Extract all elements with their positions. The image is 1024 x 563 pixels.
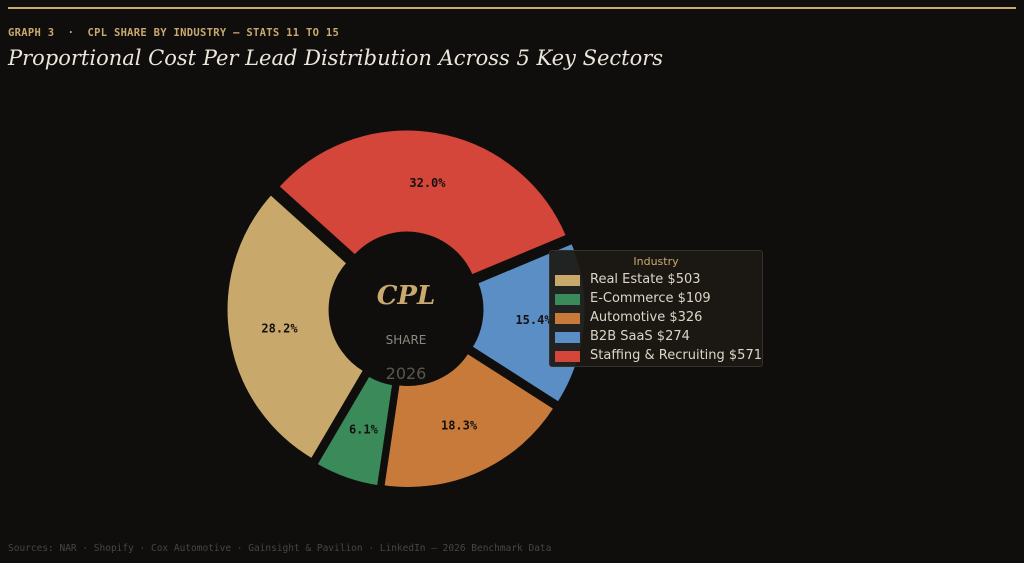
- center-subtitle: SHARE: [386, 333, 427, 347]
- donut-slice-e-commerce: [313, 372, 396, 489]
- legend-label: Real Estate $503: [590, 272, 701, 287]
- slice-percent-label: 28.2%: [261, 322, 298, 336]
- slice-percent-label: 18.3%: [441, 418, 478, 432]
- donut-slice-automotive: [381, 350, 558, 490]
- slice-group: [224, 127, 588, 490]
- legend-title: Industry: [633, 255, 679, 268]
- slice-percent-label: 32.0%: [409, 176, 446, 190]
- slice-label-group: 28.2% 6.1% 18.3% 15.4% 32.0%: [261, 176, 552, 437]
- slice-percent-label: 15.4%: [515, 313, 552, 327]
- legend-swatch: [555, 313, 580, 324]
- center-year: 2026: [386, 364, 427, 383]
- chart-title: Proportional Cost Per Lead Distribution …: [8, 46, 664, 70]
- donut-slice-staffing-recruiting: [275, 127, 570, 279]
- legend-swatch: [555, 351, 580, 362]
- legend-swatch: [555, 275, 580, 286]
- legend-swatch: [555, 294, 580, 305]
- footer-sources: Sources: NAR · Shopify · Cox Automotive …: [8, 543, 552, 554]
- slice-percent-label: 6.1%: [349, 423, 379, 437]
- legend-swatch: [555, 332, 580, 343]
- graph-kicker: GRAPH 3 · CPL SHARE BY INDUSTRY — STATS …: [8, 27, 340, 39]
- legend-label: B2B SaaS $274: [590, 329, 690, 344]
- legend-label: E-Commerce $109: [590, 291, 711, 306]
- donut-slice-real-estate: [224, 191, 367, 462]
- legend-label: Automotive $326: [590, 310, 703, 325]
- legend-label: Staffing & Recruiting $571: [590, 348, 762, 363]
- center-title: CPL: [377, 281, 436, 311]
- top-rule: [8, 7, 1016, 9]
- legend: Industry Real Estate $503 E-Commerce $10…: [549, 250, 763, 367]
